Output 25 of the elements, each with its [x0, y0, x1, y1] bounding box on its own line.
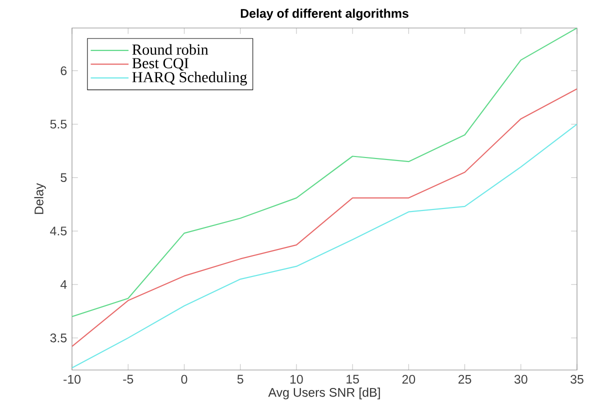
line-series — [72, 28, 577, 318]
x-axis-title: Avg Users SNR [dB] — [268, 388, 380, 400]
x-tick-label: 0 — [181, 374, 188, 384]
line-series — [72, 88, 577, 348]
y-tick-label: 5 — [60, 173, 67, 182]
chart-title: Delay of different algorithms — [240, 8, 408, 20]
line-series — [72, 124, 577, 368]
y-tick-label: 6 — [60, 66, 67, 76]
x-tick-label: 15 — [346, 374, 359, 384]
x-tick-label: -5 — [123, 374, 134, 384]
x-tick-label: 25 — [458, 374, 472, 384]
y-tick-label: 3.5 — [50, 334, 67, 342]
x-tick-label: 35 — [570, 374, 584, 384]
x-tick-label: 20 — [402, 374, 416, 384]
y-tick-label: 4.5 — [50, 226, 67, 236]
x-tick-label: -10 — [64, 374, 81, 384]
x-tick-label: 10 — [290, 374, 303, 384]
y-axis-title: Delay — [34, 183, 46, 214]
legend-label: HARQ Scheduling — [132, 72, 247, 86]
y-tick-label: 5.5 — [50, 120, 67, 129]
legend-label: Round robin — [132, 44, 208, 55]
x-tick-label: 5 — [237, 374, 244, 384]
x-tick-label: 30 — [514, 374, 528, 384]
y-tick-label: 4 — [60, 280, 67, 289]
legend-label: Best CQI — [132, 58, 188, 71]
